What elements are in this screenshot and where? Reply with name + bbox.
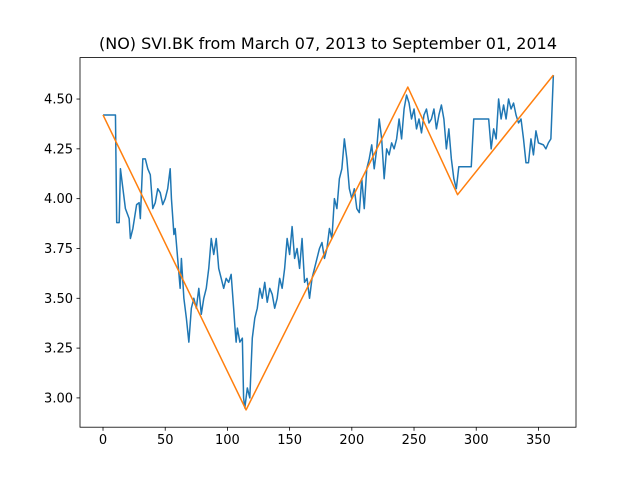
x-tick-label: 250 [402, 433, 427, 448]
line-series [102, 74, 554, 411]
y-tick-label: 4.00 [44, 192, 73, 207]
x-tick-label: 350 [526, 433, 551, 448]
x-tick-label: 150 [277, 433, 302, 448]
line-series [103, 75, 555, 409]
x-tick-label: 200 [339, 433, 364, 448]
plot-frame [79, 57, 577, 428]
chart-title: (NO) SVI.BK from March 07, 2013 to Septe… [99, 34, 557, 53]
x-tick-label: 50 [157, 433, 174, 448]
y-tick-label: 4.25 [44, 142, 73, 157]
x-tick-label: 100 [215, 433, 240, 448]
y-tick-label: 3.50 [44, 292, 73, 307]
x-tick-label: 0 [99, 433, 107, 448]
x-tick-label: 300 [464, 433, 489, 448]
y-tick-label: 3.00 [44, 391, 73, 406]
y-tick-label: 3.25 [44, 342, 73, 357]
y-tick-label: 3.75 [44, 242, 73, 257]
y-tick-label: 4.50 [44, 93, 73, 108]
